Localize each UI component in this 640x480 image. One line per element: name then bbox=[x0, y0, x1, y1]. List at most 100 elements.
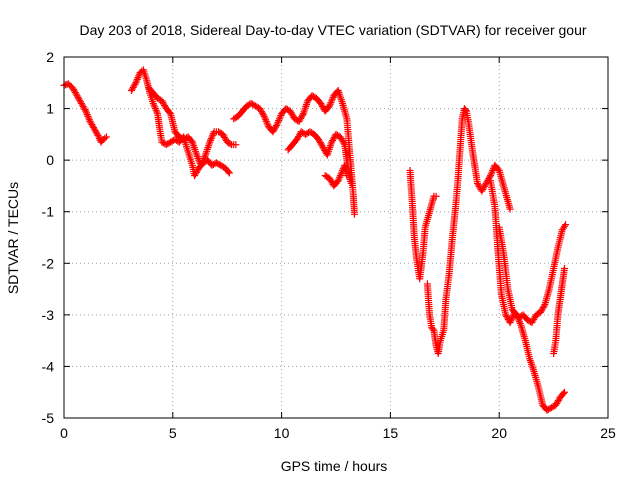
x-tick-label: 20 bbox=[491, 425, 507, 441]
data-point bbox=[206, 138, 214, 146]
data-point bbox=[209, 131, 217, 139]
data-point bbox=[338, 168, 346, 176]
data-point bbox=[262, 116, 270, 124]
data-point bbox=[343, 172, 351, 180]
data-point bbox=[461, 106, 469, 114]
data-point bbox=[325, 102, 333, 110]
data-point bbox=[207, 136, 215, 144]
series-seg1 bbox=[60, 80, 110, 146]
y-tick-label: -1 bbox=[42, 204, 55, 220]
data-point bbox=[166, 108, 174, 116]
x-tick-label: 15 bbox=[383, 425, 399, 441]
data-points bbox=[60, 66, 570, 414]
data-point bbox=[559, 390, 567, 398]
data-point bbox=[132, 79, 140, 87]
series-seg10 bbox=[495, 223, 568, 414]
data-point bbox=[326, 100, 334, 108]
data-point bbox=[513, 311, 521, 319]
data-point bbox=[540, 302, 548, 310]
data-point bbox=[81, 106, 89, 114]
y-tick-label: -2 bbox=[42, 255, 55, 271]
data-point bbox=[274, 118, 282, 126]
data-point bbox=[198, 160, 206, 168]
data-point bbox=[82, 107, 90, 115]
data-point bbox=[225, 169, 233, 177]
data-point bbox=[226, 140, 234, 148]
data-point bbox=[207, 135, 215, 143]
data-point bbox=[151, 103, 159, 111]
data-point bbox=[506, 205, 514, 213]
data-point bbox=[135, 72, 143, 80]
data-point bbox=[327, 99, 335, 107]
y-axis-title: SDTVAR / TECUs bbox=[5, 182, 21, 294]
data-point bbox=[334, 177, 342, 185]
series-seg7 bbox=[406, 166, 440, 283]
series-seg4 bbox=[230, 87, 358, 218]
y-tick-label: -4 bbox=[42, 358, 55, 374]
grid-lines bbox=[64, 57, 608, 418]
data-point bbox=[506, 319, 514, 327]
data-point bbox=[224, 168, 232, 176]
data-point bbox=[488, 168, 496, 176]
data-point bbox=[516, 318, 524, 326]
data-point bbox=[272, 122, 280, 130]
data-point bbox=[273, 120, 281, 128]
series-seg6 bbox=[321, 161, 351, 190]
x-tick-label: 10 bbox=[274, 425, 290, 441]
data-point bbox=[275, 117, 283, 125]
series-seg11 bbox=[550, 264, 568, 358]
data-point bbox=[131, 80, 139, 88]
data-point bbox=[275, 115, 283, 123]
data-point bbox=[133, 77, 141, 85]
y-tick-label: 1 bbox=[46, 101, 54, 117]
data-point bbox=[259, 111, 267, 119]
data-point bbox=[298, 111, 306, 119]
data-point bbox=[208, 133, 216, 141]
series-seg3 bbox=[145, 84, 240, 169]
data-point bbox=[193, 151, 201, 159]
data-point bbox=[82, 109, 90, 117]
chart-title: Day 203 of 2018, Sidereal Day-to-day VTE… bbox=[79, 22, 586, 38]
data-point bbox=[560, 388, 568, 396]
plot-frame bbox=[63, 56, 609, 419]
data-point bbox=[560, 222, 568, 230]
data-point bbox=[515, 316, 523, 324]
data-point bbox=[263, 119, 271, 127]
data-point bbox=[328, 95, 336, 103]
data-point bbox=[347, 179, 355, 187]
data-point bbox=[350, 210, 358, 218]
data-point bbox=[199, 156, 207, 164]
x-tick-label: 25 bbox=[600, 425, 616, 441]
data-point bbox=[149, 99, 157, 107]
y-tick-label: 2 bbox=[46, 49, 54, 65]
data-point bbox=[487, 170, 495, 178]
data-point bbox=[193, 153, 201, 161]
data-point bbox=[232, 141, 240, 149]
series-seg8 bbox=[423, 105, 514, 358]
data-point bbox=[335, 175, 343, 183]
y-tick-label: 0 bbox=[46, 152, 54, 168]
data-point bbox=[336, 172, 344, 180]
data-point bbox=[102, 133, 110, 141]
data-point bbox=[95, 133, 103, 141]
data-point bbox=[507, 317, 515, 325]
data-point bbox=[199, 158, 207, 166]
data-point bbox=[150, 101, 158, 109]
series-seg2 bbox=[127, 66, 233, 180]
x-tick-label: 5 bbox=[169, 425, 177, 441]
data-point bbox=[486, 173, 494, 181]
y-tick-label: -3 bbox=[42, 307, 55, 323]
data-point bbox=[85, 116, 93, 124]
data-point bbox=[429, 325, 437, 333]
data-point bbox=[516, 319, 524, 327]
data-point bbox=[336, 173, 344, 181]
data-point bbox=[328, 97, 336, 105]
data-point bbox=[262, 117, 270, 125]
x-tick-label: 0 bbox=[60, 425, 68, 441]
data-point bbox=[84, 112, 92, 120]
data-point bbox=[508, 315, 516, 323]
series-seg9 bbox=[486, 177, 570, 327]
data-point bbox=[152, 106, 160, 114]
data-point bbox=[276, 113, 284, 121]
